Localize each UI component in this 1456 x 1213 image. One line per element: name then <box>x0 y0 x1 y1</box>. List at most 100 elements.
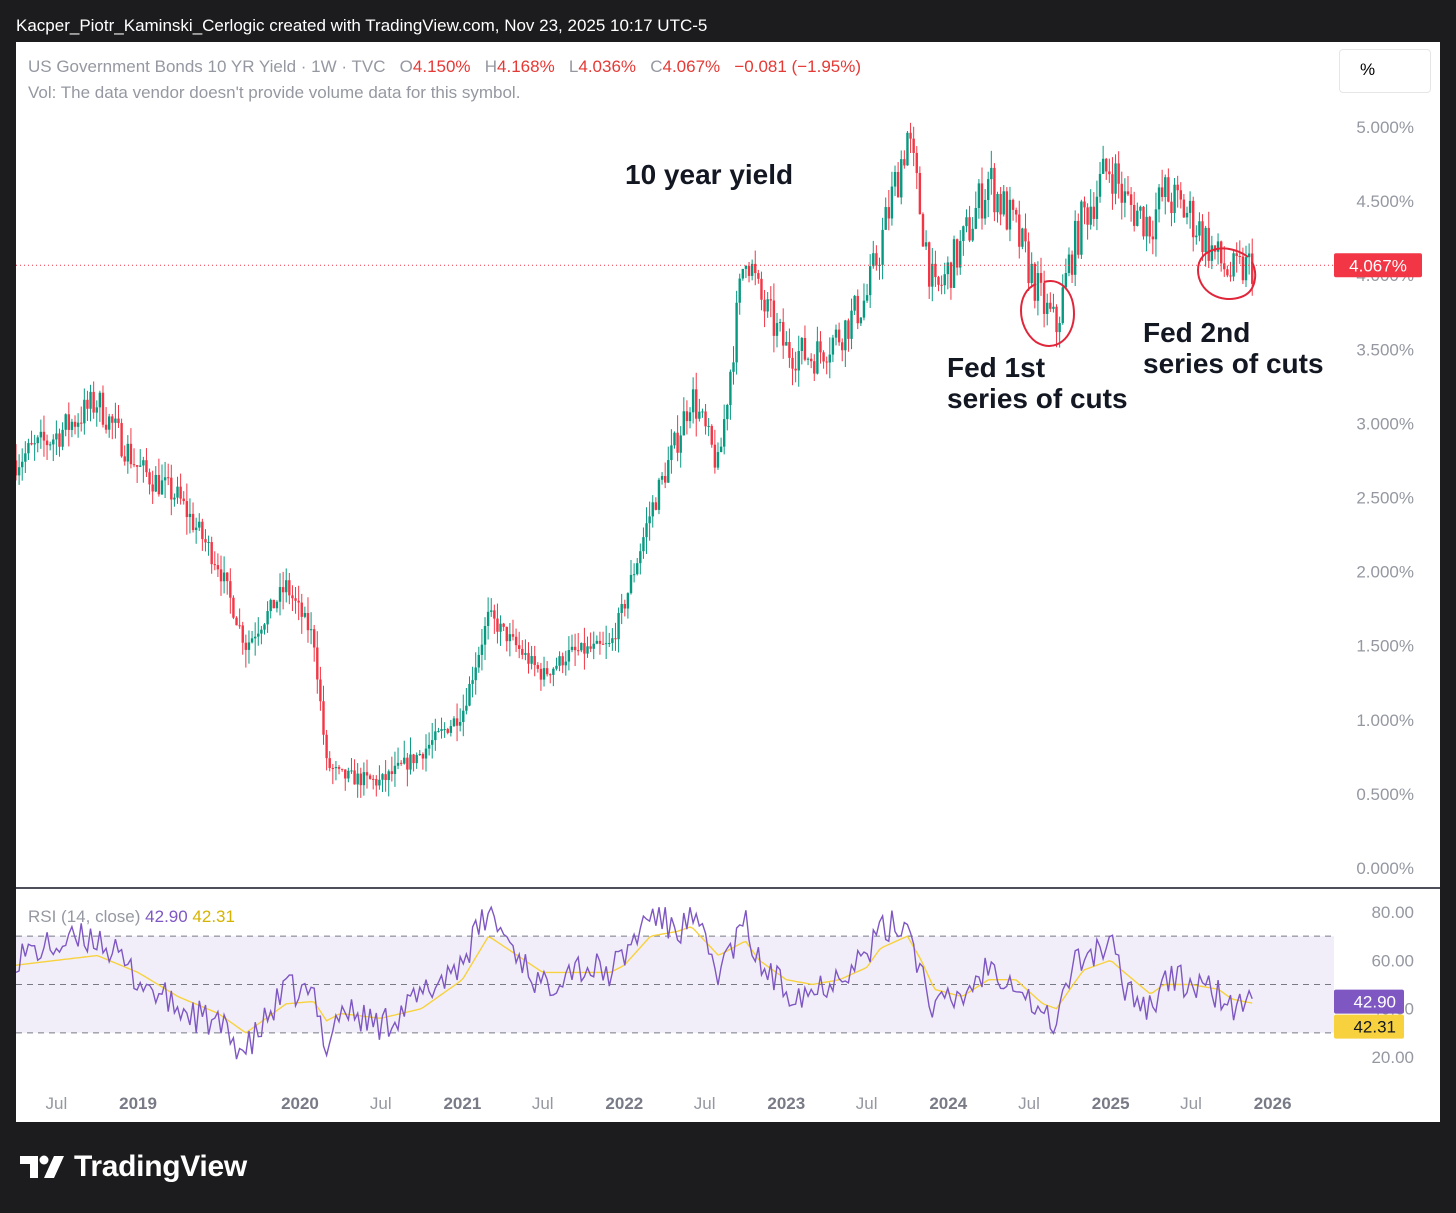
candle-body <box>496 618 499 632</box>
candle-body <box>334 767 338 769</box>
candle-body <box>393 765 397 774</box>
candle-body <box>157 474 161 495</box>
rsi-ma-line <box>16 926 1253 1034</box>
candle-body <box>809 358 813 362</box>
candle-body <box>797 351 800 371</box>
annotation-fed-second-cuts: Fed 2nd series of cuts <box>1143 317 1324 379</box>
candle-body <box>713 444 717 468</box>
candle-body <box>1247 253 1251 258</box>
candle-body <box>176 486 179 498</box>
candle-body <box>601 643 605 645</box>
candle-body <box>278 587 282 602</box>
candle-body <box>92 391 95 413</box>
candle-body <box>179 486 182 499</box>
price-axis-tick-label: 2.500% <box>1356 489 1414 508</box>
candle-body <box>139 465 142 467</box>
candle-body <box>747 265 751 276</box>
candle-body <box>1167 177 1170 202</box>
percent-scale-button[interactable]: % <box>1339 49 1431 93</box>
candle-body <box>1136 210 1139 226</box>
candle-body <box>782 322 785 346</box>
candle-body <box>104 424 108 430</box>
candle-body <box>524 653 527 655</box>
candle-body <box>142 460 145 466</box>
volume-legend: Vol: The data vendor doesn't provide vol… <box>28 83 521 102</box>
candle-body <box>325 734 328 759</box>
time-axis-tick-label: 2021 <box>443 1094 481 1113</box>
candle-body <box>521 648 524 655</box>
candle-body <box>896 171 900 198</box>
candle-body <box>480 644 484 655</box>
candle-body <box>707 425 710 427</box>
candle-body <box>955 239 959 268</box>
candle-body <box>390 771 394 774</box>
candle-body <box>1170 201 1173 214</box>
candle-body <box>275 601 279 609</box>
candle-body <box>1111 174 1114 194</box>
candle-body <box>412 754 415 764</box>
candle-body <box>213 564 216 566</box>
candle-body <box>359 773 362 786</box>
candle-body <box>55 433 58 440</box>
candle-body <box>1241 256 1245 281</box>
candle-body <box>598 640 602 644</box>
candle-body <box>536 664 540 669</box>
candle-body <box>120 423 123 457</box>
candle-body <box>1151 236 1155 240</box>
candle-body <box>791 357 794 369</box>
candle-body <box>632 574 636 576</box>
candle-body <box>204 539 207 543</box>
candle-body <box>639 551 642 564</box>
candle-body <box>24 453 27 462</box>
candle-body <box>381 774 384 780</box>
candle-body <box>704 411 707 427</box>
tradingview-logo[interactable]: TradingView <box>18 1150 247 1184</box>
legend-symbol: US Government Bonds 10 YR Yield · 1W · T… <box>28 57 386 76</box>
candle-body <box>350 770 353 772</box>
candle-body <box>1232 253 1235 277</box>
candle-body <box>163 477 167 481</box>
candle-body <box>617 612 620 640</box>
candle-body <box>921 214 925 247</box>
candle-body <box>281 587 285 593</box>
candle-body <box>319 679 322 702</box>
candle-body <box>291 595 294 599</box>
candle-body <box>757 273 760 279</box>
candle-body <box>1192 200 1195 238</box>
fed2-circle <box>1196 247 1257 300</box>
legend-open-label: O <box>399 57 413 76</box>
candle-body <box>73 421 77 427</box>
candle-body <box>1008 199 1012 230</box>
candle-body <box>1164 177 1167 198</box>
candle-body <box>297 600 300 603</box>
legend-change: −0.081 (−1.95%) <box>734 57 862 76</box>
candle-body <box>126 443 130 462</box>
legend-close-label: C <box>650 57 663 76</box>
candle-body <box>726 404 729 420</box>
candle-body <box>629 574 633 594</box>
candle-body <box>45 440 49 446</box>
candle-body <box>695 389 698 419</box>
candle-body <box>372 778 375 780</box>
candle-body <box>1021 228 1024 247</box>
candle-body <box>636 563 639 575</box>
candle-body <box>129 443 133 465</box>
candle-body <box>750 263 754 276</box>
candle-body <box>269 599 272 612</box>
candle-body <box>331 768 335 770</box>
candle-body <box>965 217 968 227</box>
time-axis-tick-label: 2024 <box>929 1094 967 1113</box>
candle-body <box>999 193 1002 215</box>
time-axis-tick-label: Jul <box>1180 1094 1202 1113</box>
candle-body <box>1226 269 1229 276</box>
candle-body <box>1148 216 1151 237</box>
candle-body <box>875 253 878 266</box>
candle-body <box>154 474 157 492</box>
annotation-fed-first-cuts: Fed 1st series of cuts <box>947 352 1128 414</box>
candle-body <box>1216 241 1220 252</box>
candle-body <box>1244 257 1248 281</box>
candle-body <box>937 277 940 285</box>
candle-body <box>555 665 558 669</box>
candle-body <box>987 179 990 200</box>
chart-canvas[interactable]: 0.000% 0.500% 1.000% 1.500% 2.000% 2.500% 3.00… <box>16 42 1440 1122</box>
